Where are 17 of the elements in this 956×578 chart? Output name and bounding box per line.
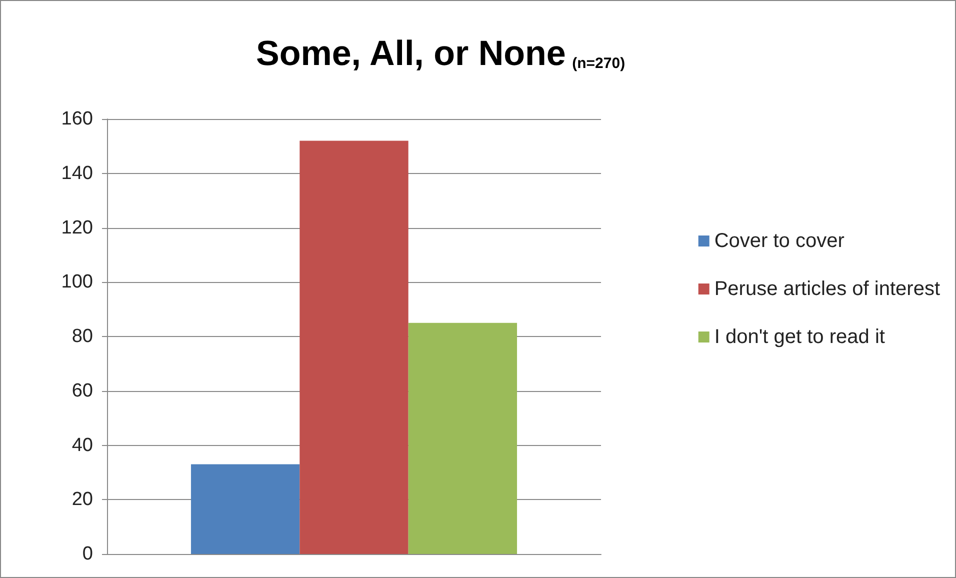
y-tick-label: 0: [82, 544, 93, 564]
y-tick-label: 100: [61, 272, 93, 293]
y-tick-label: 60: [72, 380, 93, 402]
y-tick-label: 80: [72, 326, 93, 347]
chart-title: Some, All, or None: [256, 34, 566, 73]
y-tick-label: 160: [61, 108, 93, 130]
legend-label: Peruse articles of interest: [714, 278, 940, 300]
bar: [190, 464, 300, 554]
y-tick-label: 120: [61, 217, 93, 238]
chart-subtitle: (n=270): [572, 55, 626, 72]
y-tick-label: 40: [72, 434, 93, 456]
legend-label: Cover to cover: [714, 230, 845, 252]
bar: [300, 140, 408, 554]
y-tick-label: 140: [61, 162, 93, 184]
y-tick-label: 20: [72, 489, 93, 510]
bar: [408, 322, 518, 554]
legend-label: I don't get to read it: [714, 326, 886, 348]
